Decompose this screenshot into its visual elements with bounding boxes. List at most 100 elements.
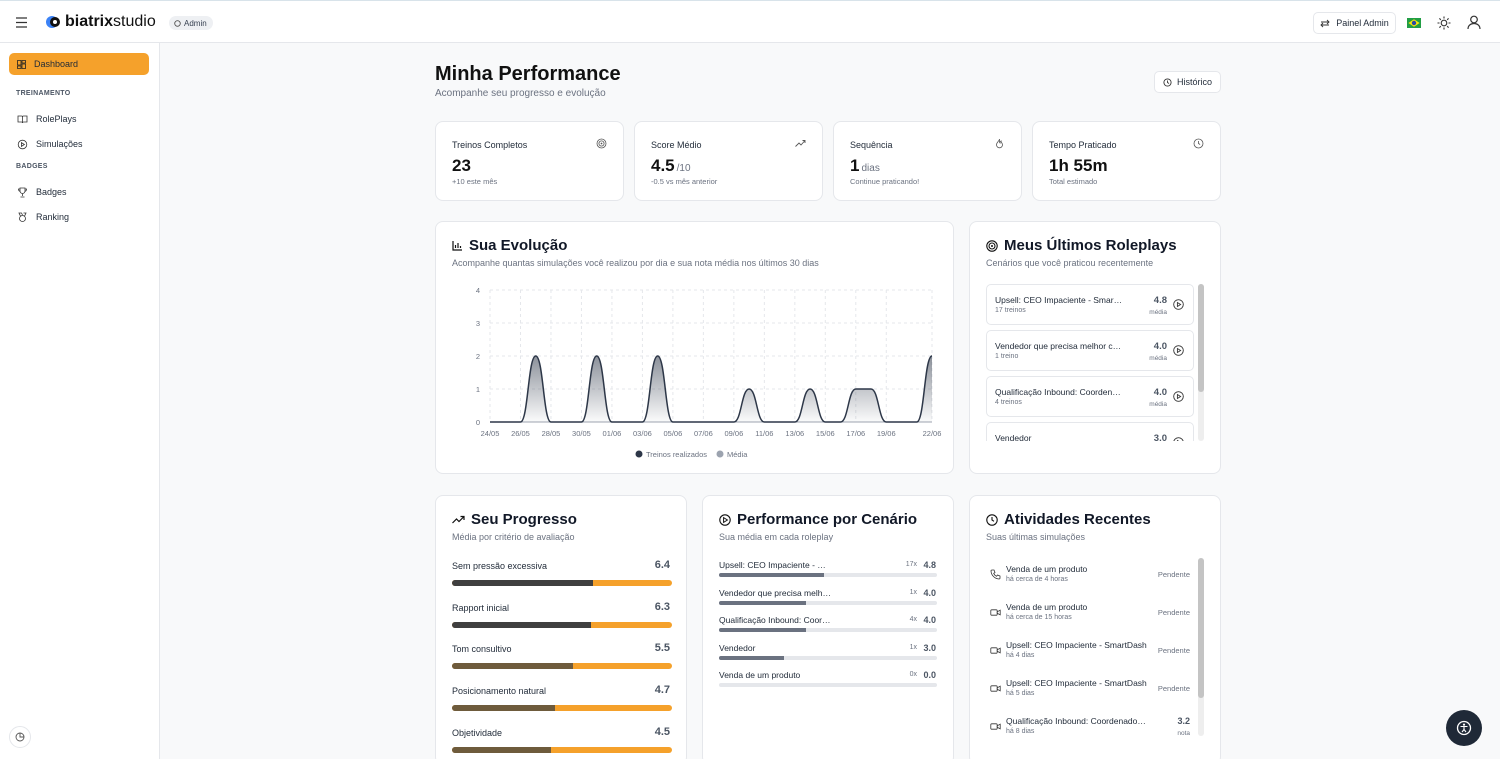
x-tick-label: 09/06 xyxy=(724,429,743,438)
play-icon xyxy=(1173,437,1184,441)
x-tick-label: 26/05 xyxy=(511,429,530,438)
x-tick-label: 15/06 xyxy=(816,429,835,438)
nav-item[interactable]: Simulações xyxy=(9,133,149,155)
stat-note: -0.5 vs mês anterior xyxy=(651,177,718,186)
activity-icon xyxy=(990,647,1001,654)
nav-icon xyxy=(17,115,28,123)
page-subtitle: Acompanhe seu progresso e evolução xyxy=(435,88,606,99)
roleplay-item[interactable]: Qualificação Inbound: Coordenador 4 trein… xyxy=(986,376,1194,417)
history-button[interactable]: Histórico xyxy=(1154,71,1221,93)
logo[interactable]: biatrix studio xyxy=(45,13,156,31)
criterion-score: 4.7 xyxy=(654,684,670,697)
activity-icon xyxy=(990,609,1001,616)
sidebar-footer-button[interactable] xyxy=(9,726,31,748)
scenario-score: 4.8 xyxy=(923,560,936,570)
footer-icon xyxy=(15,732,25,742)
card-subtitle: Suas últimas simulações xyxy=(986,532,1086,542)
roleplay-score: 4.0 xyxy=(1153,387,1167,398)
scrollbar-thumb[interactable] xyxy=(1198,284,1204,392)
stat-icon xyxy=(795,140,806,147)
activities-card: Atividades Recentes Suas últimas simulaç… xyxy=(969,495,1221,759)
nav-item[interactable]: RolePlays xyxy=(9,108,149,130)
activity-item[interactable]: Upsell: CEO Impaciente - SmartDash há 4 d… xyxy=(986,637,1194,669)
activity-item[interactable]: Venda de um produto há cerca de 15 horas P… xyxy=(986,599,1194,631)
progress-bar xyxy=(452,621,591,628)
admin-button[interactable]: Painel Admin xyxy=(1313,12,1396,34)
nav-section-title: BADGES xyxy=(16,163,48,170)
roleplay-item[interactable]: Upsell: CEO Impaciente - SmartDash 17 tre… xyxy=(986,284,1194,325)
stat-value: 4.5 xyxy=(651,156,675,175)
theme-toggle[interactable] xyxy=(1437,16,1451,30)
language-flag[interactable] xyxy=(1407,18,1421,28)
evolution-card: Sua Evolução Acompanhe quantas simulaçõe… xyxy=(435,221,954,474)
sidebar: Dashboard TREINAMENTO RolePlays Simulações… xyxy=(0,43,160,759)
card-subtitle: Cenários que você praticou recentemente xyxy=(986,258,1154,268)
nav-icon xyxy=(17,59,26,69)
x-tick-label: 19/06 xyxy=(877,429,896,438)
activity-item[interactable]: Upsell: CEO Impaciente - SmartDash há 5 d… xyxy=(986,675,1194,707)
y-tick-label: 2 xyxy=(476,352,480,361)
card-subtitle: Média por critério de avaliação xyxy=(452,532,575,542)
roleplay-count: 4 treinos xyxy=(995,399,1022,406)
play-icon xyxy=(1173,299,1184,310)
scrollbar-thumb[interactable] xyxy=(1198,558,1204,698)
criterion-score: 6.3 xyxy=(654,600,670,613)
role-badge: Admin xyxy=(169,16,213,30)
x-tick-label: 13/06 xyxy=(785,429,804,438)
scenario-bar xyxy=(719,655,785,660)
activity-item[interactable]: Qualificação Inbound: Coordenador Indust… xyxy=(986,713,1194,736)
card-title-text: Seu Progresso xyxy=(471,511,577,528)
activity-name: Venda de um produto xyxy=(1006,602,1088,612)
scenario-score: 4.0 xyxy=(923,615,936,626)
activity-status: Pendente xyxy=(1157,608,1190,617)
roleplay-item[interactable]: Vendedor 3.0 xyxy=(986,422,1194,441)
x-tick-label: 05/06 xyxy=(664,429,683,438)
accessibility-button[interactable] xyxy=(1446,710,1482,746)
criterion-score: 6.4 xyxy=(654,559,670,571)
criterion-name: Tom consultivo xyxy=(452,644,512,655)
stat-value-row: 23 xyxy=(452,156,471,176)
x-tick-label: 24/05 xyxy=(481,429,500,438)
card-title-text: Meus Últimos Roleplays xyxy=(1004,237,1177,254)
activity-item[interactable]: Venda de um produto há cerca de 4 horas Pe… xyxy=(986,561,1194,593)
nav-label: RolePlays xyxy=(36,114,77,124)
scenario-name: Qualificação Inbound: Coordenador xyxy=(719,615,831,626)
roleplay-score: 3.0 xyxy=(1153,433,1167,441)
card-title: Performance por Cenário xyxy=(719,511,917,528)
activity-list: Venda de um produto há cerca de 4 horas Pe… xyxy=(986,558,1194,736)
nav-dashboard[interactable]: Dashboard xyxy=(9,53,149,75)
play-icon xyxy=(719,513,731,526)
user-icon[interactable] xyxy=(1467,15,1481,30)
nav-icon xyxy=(18,187,27,197)
nav-item[interactable]: Ranking xyxy=(9,206,149,228)
x-tick-label: 28/05 xyxy=(542,429,561,438)
y-tick-label: 1 xyxy=(476,385,480,394)
activity-time: há 8 dias xyxy=(1006,728,1035,735)
activity-name: Upsell: CEO Impaciente - SmartDash xyxy=(1006,640,1147,650)
card-title-text: Atividades Recentes xyxy=(1004,511,1151,528)
activity-score: 3.2 xyxy=(1177,716,1190,726)
criterion-score: 5.5 xyxy=(654,642,670,655)
stat-card: Sequência 1 dias Continue praticando! xyxy=(833,121,1022,201)
roleplay-score-caption: média xyxy=(1149,355,1167,362)
nav-item[interactable]: Badges xyxy=(9,181,149,203)
progress-track xyxy=(452,663,672,670)
card-title: Meus Últimos Roleplays xyxy=(986,237,1177,254)
y-tick-label: 4 xyxy=(476,286,480,295)
top-bar: biatrix studio Admin Painel Admin xyxy=(0,0,1500,43)
history-button-text: Histórico xyxy=(1176,77,1212,87)
scenario-track xyxy=(719,573,937,577)
criterion-name: Rapport inicial xyxy=(452,602,510,613)
scenarios-card: Performance por Cenário Sua média em cad… xyxy=(702,495,954,759)
progress-track xyxy=(452,746,672,753)
roleplay-item[interactable]: Vendedor que precisa melhor comunicação 1… xyxy=(986,330,1194,371)
badge-icon xyxy=(174,19,181,27)
scenario-name: Upsell: CEO Impaciente - SmartDash xyxy=(719,560,831,570)
stat-label: Tempo Praticado xyxy=(1049,140,1117,150)
scrollbar-track xyxy=(1198,558,1204,736)
nav-label: Simulações xyxy=(36,139,83,149)
page-title: Minha Performance xyxy=(435,63,621,85)
menu-icon[interactable] xyxy=(15,17,28,28)
roleplay-score: 4.0 xyxy=(1153,341,1167,352)
